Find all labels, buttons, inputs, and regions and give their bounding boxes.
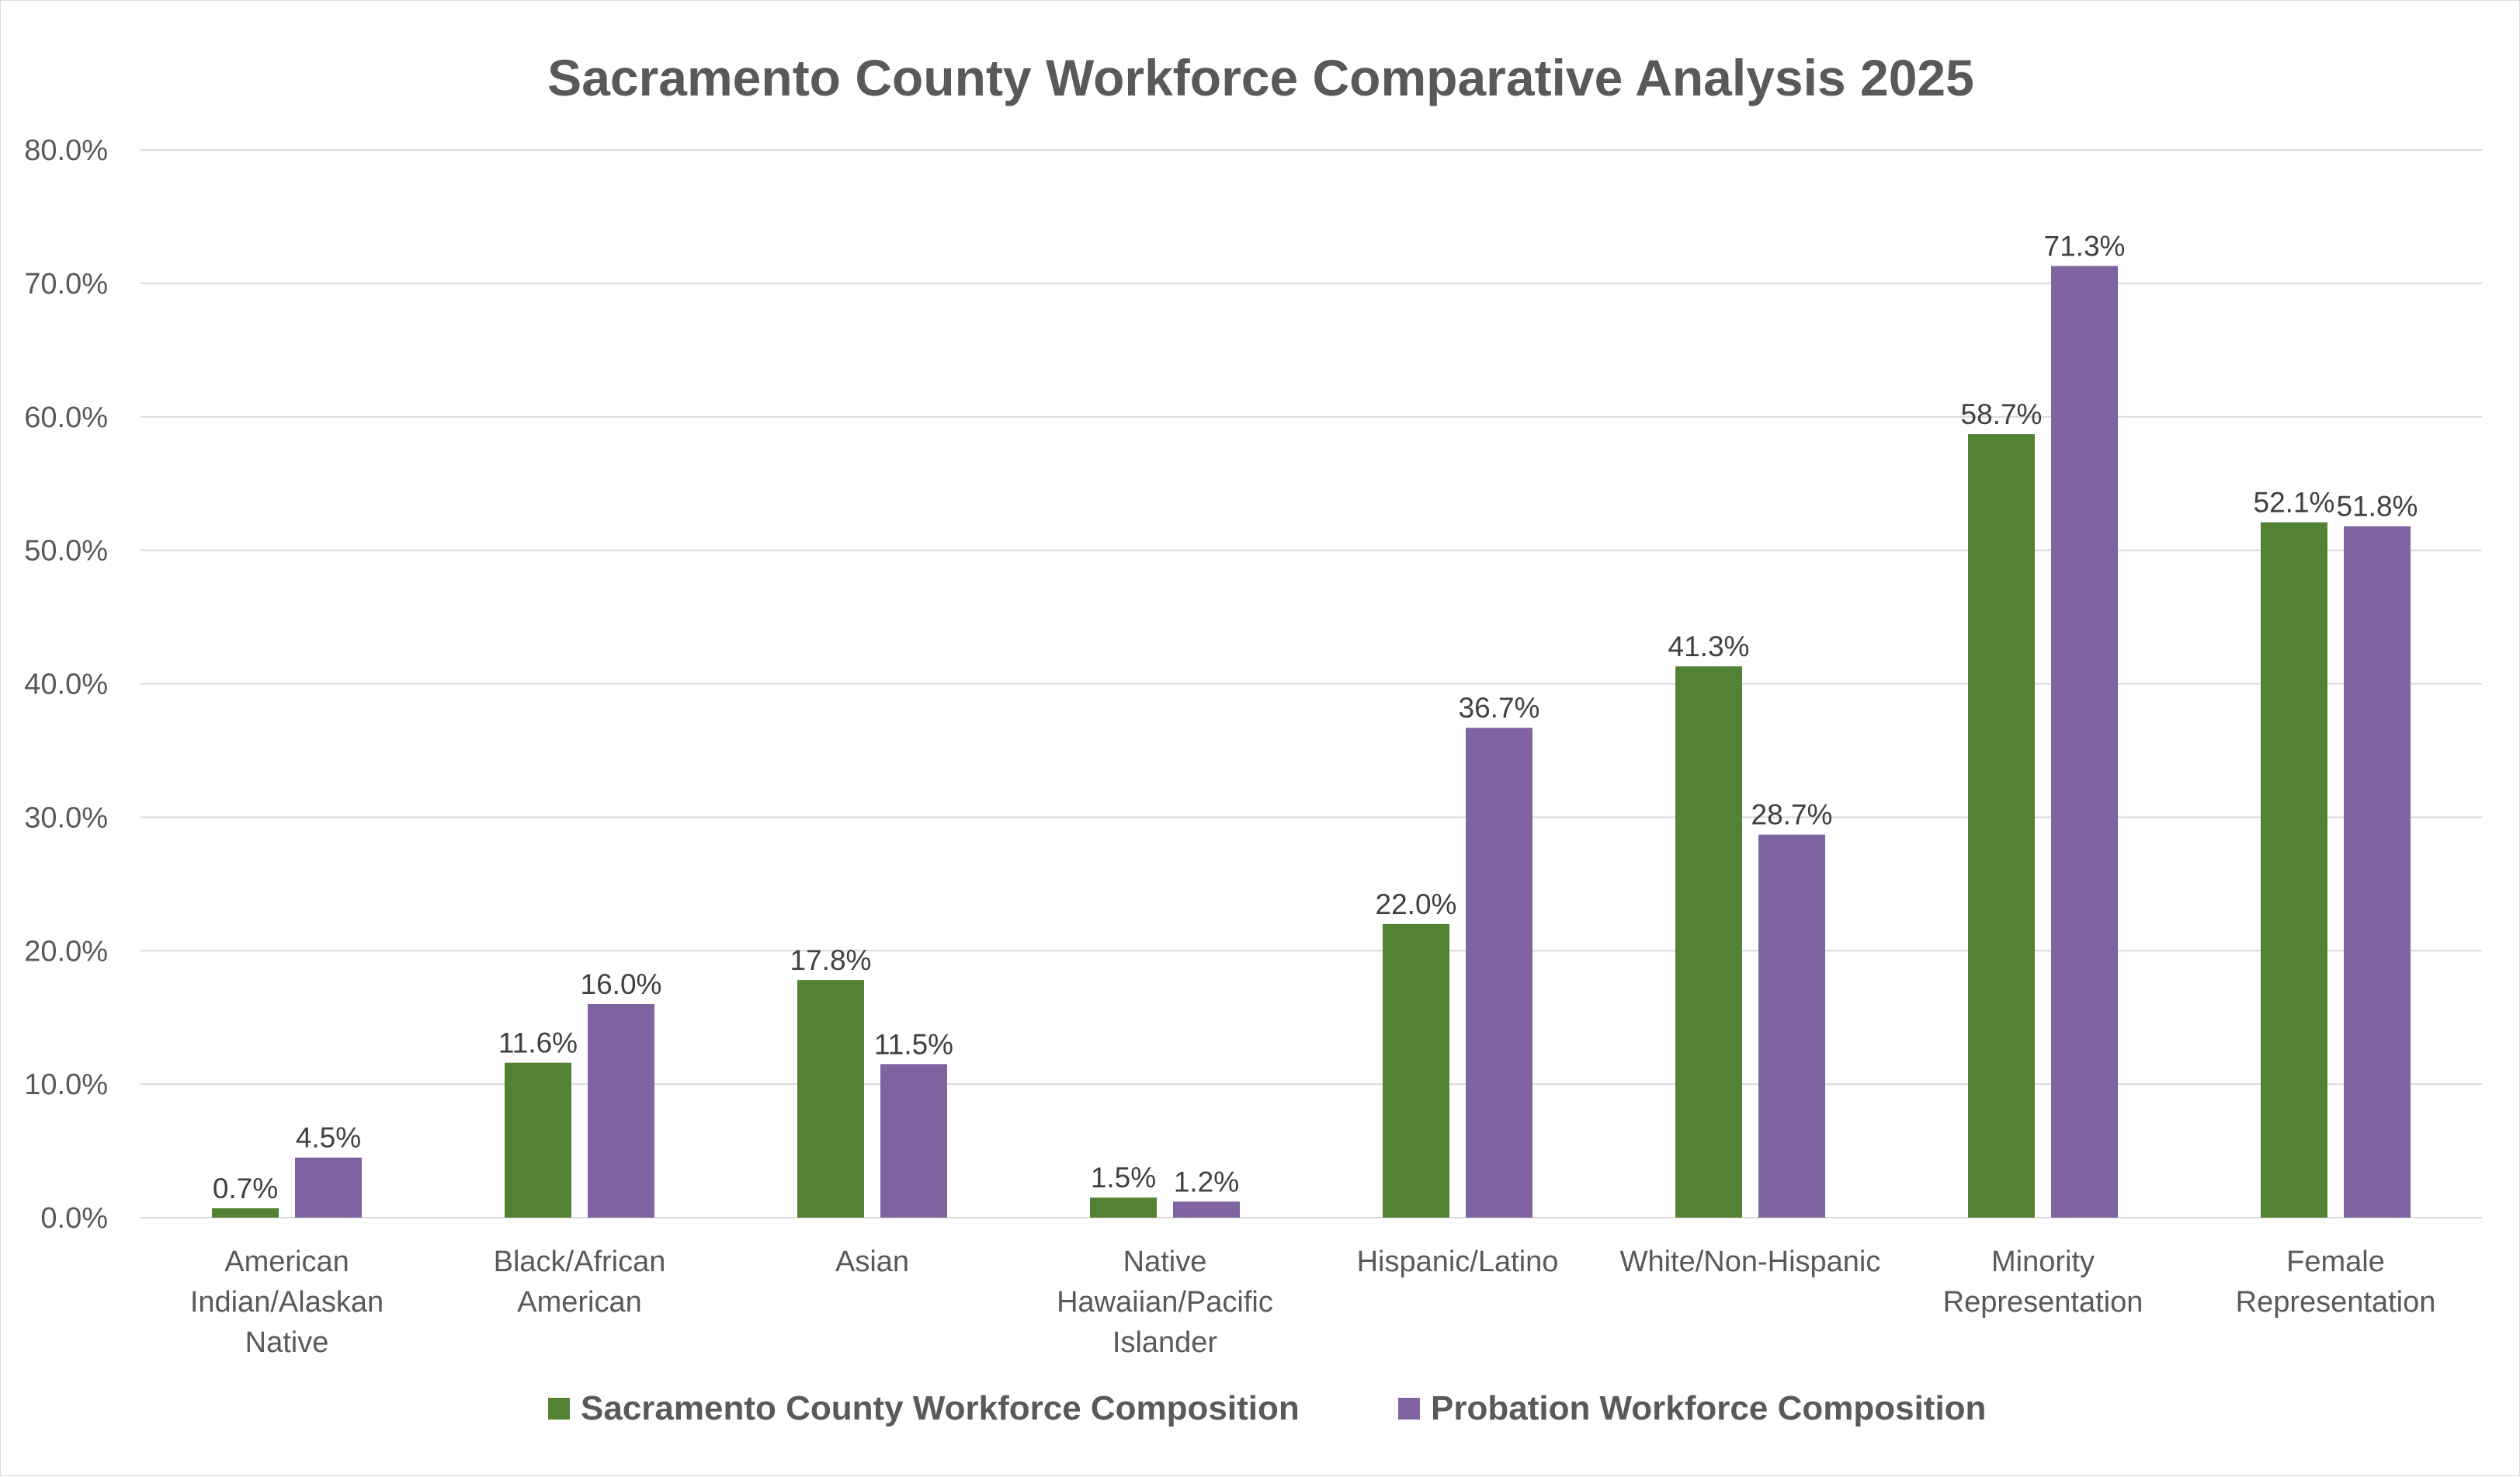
- x-tick-label: Hispanic/Latino: [1357, 1246, 1559, 1278]
- y-tick-label: 10.0%: [24, 1069, 108, 1101]
- legend-label: Probation Workforce Composition: [1431, 1389, 1986, 1427]
- data-label: 36.7%: [1459, 692, 1540, 724]
- bar: [588, 1004, 654, 1218]
- x-tick-label: Black/African American: [494, 1246, 666, 1319]
- data-label: 11.5%: [874, 1028, 953, 1060]
- bar: [212, 1208, 279, 1218]
- data-label: 71.3%: [2044, 231, 2126, 262]
- gridlines: [141, 149, 2482, 1218]
- data-label: 52.1%: [2254, 487, 2335, 519]
- bar: [880, 1064, 947, 1218]
- data-label: 1.5%: [1091, 1162, 1156, 1194]
- data-label: 28.7%: [1751, 799, 1833, 831]
- x-tick-label: Minority Representation: [1943, 1246, 2143, 1319]
- data-label: 17.8%: [790, 944, 872, 976]
- legend: Sacramento County Workforce Composition P…: [548, 1389, 1986, 1427]
- y-axis: 0.0% 10.0% 20.0% 30.0% 40.0% 50.0% 60.0% 70.0% 8…: [24, 134, 108, 1235]
- data-label: 1.2%: [1174, 1166, 1239, 1197]
- bar: [1090, 1197, 1157, 1218]
- data-label: 11.6%: [498, 1027, 578, 1059]
- x-tick-label: White/Non-Hispanic: [1620, 1246, 1881, 1278]
- bar: [1968, 434, 2035, 1218]
- bar: [2051, 266, 2118, 1218]
- y-tick-label: 70.0%: [24, 268, 108, 301]
- data-labels: 0.7% 4.5% 11.6%16.0% 17.8% 11.5% 1.5% 1.2% 22.0…: [213, 231, 2418, 1204]
- data-label: 58.7%: [1961, 398, 2043, 430]
- bar: [797, 980, 864, 1218]
- bar: [2261, 522, 2327, 1218]
- x-tick-label: American Indian/Alaskan Native: [190, 1246, 384, 1359]
- bar: [1675, 666, 1742, 1218]
- data-label: 4.5%: [296, 1122, 361, 1154]
- data-label: 22.0%: [1376, 888, 1457, 920]
- bar: [1383, 923, 1449, 1218]
- data-label: 51.8%: [2337, 491, 2418, 523]
- bars: [212, 266, 2411, 1218]
- x-tick-label: Native Hawaiian/Pacific Islander: [1057, 1246, 1273, 1359]
- y-tick-label: 40.0%: [24, 669, 108, 701]
- x-axis: American Indian/Alaskan Native Black/Africa…: [190, 1246, 2436, 1359]
- bar: [505, 1062, 571, 1218]
- data-label: 41.3%: [1668, 631, 1750, 662]
- y-tick-label: 60.0%: [24, 401, 108, 434]
- bar: [1173, 1201, 1240, 1218]
- y-tick-label: 30.0%: [24, 801, 108, 834]
- data-label: 0.7%: [213, 1173, 278, 1204]
- x-tick-label: Asian: [835, 1246, 909, 1278]
- bar: [2344, 526, 2411, 1218]
- chart-title: Sacramento County Workforce Comparative …: [547, 49, 1974, 106]
- legend-swatch: [1398, 1398, 1420, 1420]
- data-label: 16.0%: [581, 968, 662, 1000]
- y-tick-label: 0.0%: [40, 1202, 108, 1235]
- x-tick-label: Female Representation: [2236, 1246, 2436, 1319]
- y-tick-label: 50.0%: [24, 535, 108, 568]
- y-tick-label: 80.0%: [24, 134, 108, 167]
- y-tick-label: 20.0%: [24, 935, 108, 968]
- legend-swatch: [548, 1398, 570, 1420]
- legend-label: Sacramento County Workforce Composition: [581, 1389, 1300, 1427]
- bar: [1466, 728, 1532, 1218]
- bar: [1758, 834, 1825, 1218]
- bar: [295, 1157, 362, 1218]
